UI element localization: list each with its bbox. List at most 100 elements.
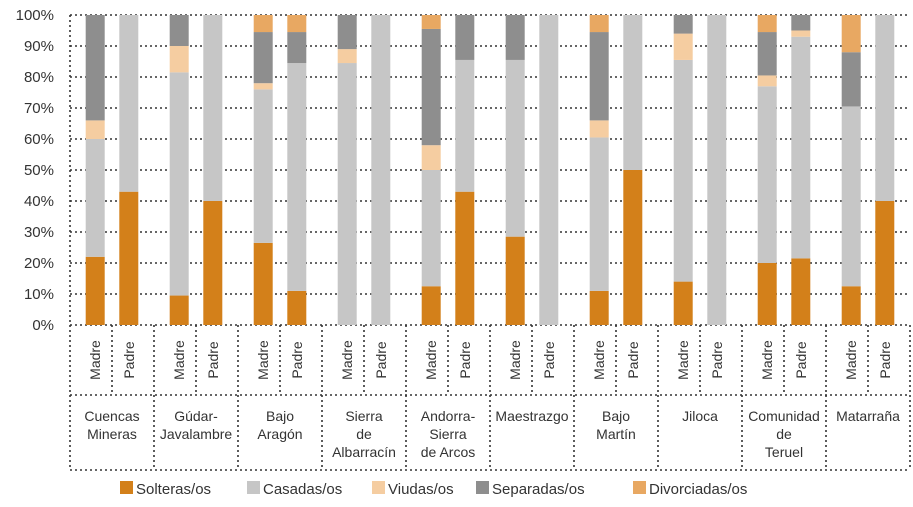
bar-segment-Solteras/os — [791, 258, 811, 325]
legend-swatch — [120, 481, 133, 494]
bar-segment-Casadas/os — [455, 59, 475, 192]
category-label: Albarracín — [332, 444, 396, 460]
bar-segment-Solteras/os — [287, 290, 307, 325]
category-label: Martín — [596, 426, 636, 442]
bar-segment-Solteras/os — [421, 286, 441, 325]
category-label: Cuencas — [84, 408, 139, 424]
legend-swatch — [476, 481, 489, 494]
bar-segment-Solteras/os — [673, 281, 693, 325]
category-label: de — [776, 426, 792, 442]
bar-segment-Solteras/os — [85, 256, 105, 325]
bar-segment-Separadas/os — [505, 15, 525, 60]
legend-swatch — [372, 481, 385, 494]
sub-category-label: Padre — [625, 341, 641, 379]
sub-category-label: Madre — [759, 340, 775, 380]
bar-segment-Divorciadas/os — [757, 15, 777, 33]
bar-segment-Casadas/os — [371, 15, 391, 325]
sub-category-label: Padre — [205, 341, 221, 379]
bar-segment-Viudas/os — [169, 46, 189, 73]
bar-segment-Viudas/os — [673, 33, 693, 60]
bar-segment-Casadas/os — [85, 139, 105, 257]
y-tick-label: 0% — [32, 317, 54, 334]
y-tick-label: 40% — [24, 193, 54, 210]
sub-category-label: Padre — [793, 341, 809, 379]
bar-segment-Viudas/os — [253, 83, 273, 90]
bar-segment-Divorciadas/os — [253, 15, 273, 33]
bar-segment-Viudas/os — [757, 75, 777, 87]
y-tick-label: 50% — [24, 162, 54, 179]
bar-segment-Divorciadas/os — [589, 15, 609, 33]
bar-segment-Solteras/os — [119, 191, 139, 325]
sub-category-label: Padre — [541, 341, 557, 379]
bar-segment-Solteras/os — [623, 170, 643, 325]
y-tick-label: 100% — [16, 7, 54, 24]
category-label: Bajo — [266, 408, 294, 424]
category-label: de Arcos — [421, 444, 475, 460]
sub-category-label: Madre — [675, 340, 691, 380]
bar-segment-Casadas/os — [623, 15, 643, 170]
category-label: Aragón — [257, 426, 302, 442]
y-tick-label: 10% — [24, 286, 54, 303]
bar-segment-Separadas/os — [421, 28, 441, 146]
category-label: Bajo — [602, 408, 630, 424]
bar-segment-Separadas/os — [337, 15, 357, 50]
bar-segment-Casadas/os — [791, 36, 811, 259]
y-tick-label: 70% — [24, 100, 54, 117]
category-label: Matarraña — [836, 408, 900, 424]
bar-segment-Casadas/os — [505, 59, 525, 237]
legend-swatch — [633, 481, 646, 494]
legend-label: Solteras/os — [136, 481, 211, 498]
category-label: Mineras — [87, 426, 137, 442]
sub-category-label: Padre — [121, 341, 137, 379]
bar-segment-Casadas/os — [841, 106, 861, 287]
sub-category-label: Padre — [709, 341, 725, 379]
y-tick-label: 60% — [24, 131, 54, 148]
category-label: Maestrazgo — [495, 408, 568, 424]
bar-segment-Viudas/os — [85, 120, 105, 139]
bar-segment-Separadas/os — [791, 15, 811, 31]
category-label: Sierra — [345, 408, 383, 424]
bar-segment-Solteras/os — [455, 191, 475, 325]
bar-segment-Solteras/os — [589, 290, 609, 325]
bar-segment-Divorciadas/os — [841, 15, 861, 53]
category-label: Comunidad — [748, 408, 820, 424]
bar-segment-Casadas/os — [673, 59, 693, 282]
bar-segment-Viudas/os — [337, 49, 357, 64]
sub-category-label: Madre — [507, 340, 523, 380]
legend-label: Separadas/os — [492, 481, 585, 498]
bar-segment-Casadas/os — [203, 15, 223, 201]
bar-segment-Separadas/os — [841, 52, 861, 107]
sub-category-label: Madre — [423, 340, 439, 380]
bar-segment-Casadas/os — [707, 15, 727, 325]
bar-segment-Viudas/os — [589, 120, 609, 138]
sub-category-label: Padre — [373, 341, 389, 379]
bar-segment-Solteras/os — [875, 201, 895, 325]
bar-segment-Casadas/os — [757, 86, 777, 263]
sub-category-label: Madre — [87, 340, 103, 380]
category-label: Javalambre — [160, 426, 233, 442]
bar-segment-Separadas/os — [287, 32, 307, 64]
bar-segment-Separadas/os — [253, 32, 273, 84]
bar-segment-Casadas/os — [169, 72, 189, 296]
bar-segment-Divorciadas/os — [287, 15, 307, 33]
bar-segment-Casadas/os — [119, 15, 139, 192]
bar-segment-Separadas/os — [169, 15, 189, 46]
y-tick-label: 90% — [24, 38, 54, 55]
sub-category-label: Madre — [255, 340, 271, 380]
bar-segment-Solteras/os — [757, 263, 777, 325]
bar-segment-Solteras/os — [505, 236, 525, 325]
bar-segment-Casadas/os — [875, 15, 895, 201]
bar-segment-Viudas/os — [421, 145, 441, 170]
sub-category-label: Madre — [171, 340, 187, 380]
bar-segment-Solteras/os — [169, 295, 189, 325]
sub-category-label: Padre — [289, 341, 305, 379]
y-tick-label: 30% — [24, 224, 54, 241]
bar-segment-Solteras/os — [841, 286, 861, 325]
bar-segment-Separadas/os — [757, 32, 777, 76]
sub-category-label: Madre — [339, 340, 355, 380]
legend-swatch — [247, 481, 260, 494]
bar-segment-Divorciadas/os — [421, 15, 441, 29]
bar-segment-Casadas/os — [539, 15, 559, 325]
